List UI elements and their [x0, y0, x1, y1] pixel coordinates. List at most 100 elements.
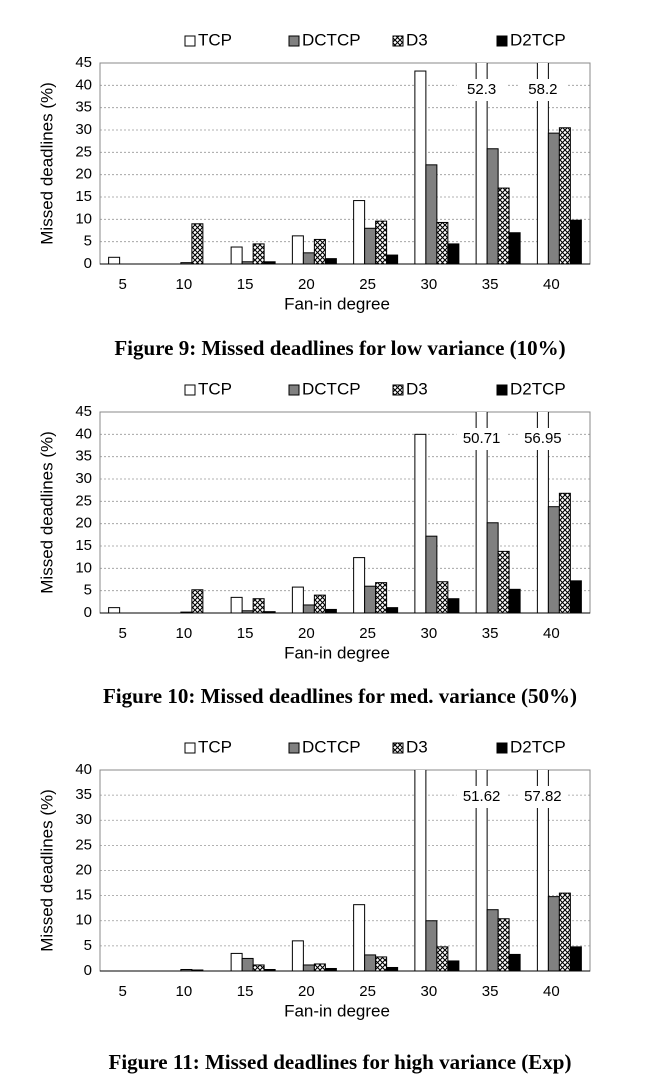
- value-label-bg: [517, 786, 568, 808]
- bar: [386, 607, 399, 613]
- value-label: 50.71: [463, 430, 501, 447]
- bar: [353, 557, 366, 613]
- bar: [497, 918, 510, 971]
- legend-label: D3: [406, 30, 428, 49]
- legend-label: D3: [406, 737, 428, 756]
- legend-label: D2TCP: [510, 737, 566, 756]
- bar: [475, 412, 488, 613]
- y-tick-label: 25: [75, 143, 92, 160]
- legend-swatch: [496, 384, 508, 396]
- y-tick-label: 25: [75, 492, 92, 509]
- x-tick-label: 10: [176, 625, 193, 642]
- legend-label: TCP: [198, 30, 232, 49]
- chart: 0 5 10 15 20 25 30 35 40 45 5 10 15 20 25 30 35 52.3 40 58.…: [37, 30, 591, 360]
- bar: [475, 63, 488, 264]
- bar: [547, 506, 560, 613]
- bar: [252, 243, 265, 264]
- figure-caption: Figure 9: Missed deadlines for low varia…: [114, 336, 565, 360]
- bar: [486, 148, 499, 264]
- x-tick-label: 35: [482, 625, 499, 642]
- bar: [414, 70, 427, 264]
- value-label-bg: [517, 79, 568, 101]
- y-tick-label: 30: [75, 811, 92, 828]
- y-tick-label: 15: [75, 537, 92, 554]
- bar: [191, 589, 204, 613]
- y-tick-label: 0: [84, 604, 92, 621]
- y-tick-label: 20: [75, 515, 92, 532]
- y-tick-label: 5: [84, 937, 92, 954]
- legend-label: TCP: [198, 737, 232, 756]
- value-label-bg: [456, 786, 507, 808]
- value-label-bg: [517, 428, 568, 450]
- bar: [447, 960, 460, 971]
- bar: [230, 952, 243, 971]
- bar: [191, 223, 204, 264]
- bar: [313, 963, 326, 971]
- bar: [558, 492, 571, 613]
- y-tick-label: 0: [84, 962, 92, 979]
- bar: [436, 581, 449, 613]
- legend-label: D3: [406, 379, 428, 398]
- bar: [508, 588, 521, 613]
- legend-label: TCP: [198, 379, 232, 398]
- legend-swatch: [392, 384, 404, 396]
- bar: [497, 187, 510, 264]
- value-label: 58.2: [528, 81, 557, 98]
- bar: [486, 522, 499, 613]
- bar: [252, 964, 265, 971]
- bar: [425, 535, 438, 613]
- x-tick-label: 25: [359, 276, 376, 293]
- x-axis-label: Fan-in degree: [284, 294, 390, 313]
- value-label: 51.62: [463, 788, 501, 805]
- bar: [364, 585, 377, 613]
- y-tick-label: 10: [75, 912, 92, 929]
- y-axis-label: Missed deadlines (%): [37, 82, 56, 245]
- bar: [547, 132, 560, 264]
- legend-swatch: [392, 742, 404, 754]
- x-tick-label: 5: [118, 625, 126, 642]
- y-tick-label: 10: [75, 559, 92, 576]
- bar: [108, 607, 121, 613]
- bar: [569, 946, 582, 971]
- y-tick-label: 5: [84, 582, 92, 599]
- bar: [425, 164, 438, 264]
- x-tick-label: 25: [359, 983, 376, 1000]
- x-tick-label: 35: [482, 276, 499, 293]
- bar: [291, 586, 304, 613]
- figure-caption: Figure 11: Missed deadlines for high var…: [109, 1050, 572, 1074]
- y-tick-label: 40: [75, 761, 92, 778]
- y-tick-label: 15: [75, 188, 92, 205]
- bar: [425, 920, 438, 971]
- y-tick-label: 0: [84, 255, 92, 272]
- bar: [302, 252, 315, 264]
- bar: [386, 254, 399, 264]
- chart: 0 5 10 15 20 25 30 35 40 5 10 15 20 25 30 35 51.62 40 57.8…: [37, 737, 591, 1074]
- bar: [569, 580, 582, 613]
- x-tick-label: 20: [298, 983, 315, 1000]
- x-tick-label: 40: [543, 983, 560, 1000]
- bar: [313, 238, 326, 264]
- bar: [302, 604, 315, 613]
- y-tick-label: 30: [75, 121, 92, 138]
- bar: [497, 550, 510, 613]
- x-tick-label: 20: [298, 625, 315, 642]
- x-tick-label: 25: [359, 625, 376, 642]
- bar: [241, 957, 254, 971]
- bar: [436, 221, 449, 264]
- bar: [313, 594, 326, 613]
- legend-swatch: [496, 35, 508, 47]
- y-tick-label: 25: [75, 836, 92, 853]
- bar: [436, 946, 449, 971]
- bar: [353, 904, 366, 971]
- legend-swatch: [288, 742, 300, 754]
- value-label-bg: [456, 428, 507, 450]
- legend-label: DCTCP: [302, 737, 361, 756]
- bar: [475, 770, 488, 971]
- y-tick-label: 30: [75, 470, 92, 487]
- bar: [364, 227, 377, 264]
- bar: [447, 243, 460, 264]
- x-tick-label: 35: [482, 983, 499, 1000]
- bar: [414, 770, 427, 971]
- bar: [353, 200, 366, 264]
- bar: [447, 598, 460, 613]
